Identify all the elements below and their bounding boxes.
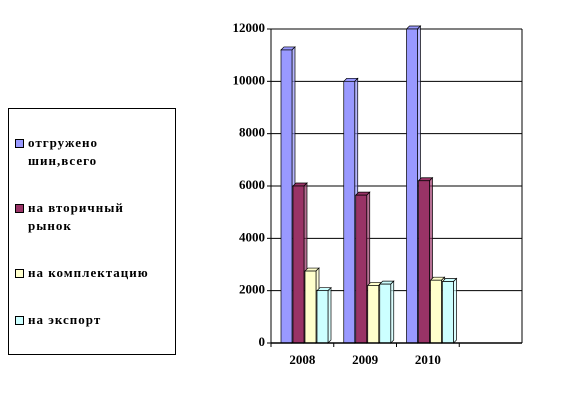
bar: [355, 194, 368, 344]
bar: [430, 279, 442, 344]
legend-label: на вторичный рынок: [28, 199, 124, 233]
legend-label: отгружено шин,всего: [28, 134, 99, 168]
y-tick-label: 4000: [239, 229, 265, 244]
bar-side: [453, 277, 457, 344]
legend-item: отгружено шин,всего: [15, 134, 169, 170]
legend: отгружено шин,всего на вторичный рынок на …: [8, 108, 176, 355]
bar: [304, 270, 317, 344]
x-tick-label: 2010: [415, 352, 441, 367]
legend-label: на экспорт: [28, 312, 102, 328]
bar: [343, 80, 356, 344]
legend-item: на вторичный рынок: [15, 199, 169, 235]
bar: [379, 283, 392, 344]
bar: [442, 281, 454, 344]
y-tick-label: 8000: [239, 125, 265, 140]
y-tick-label: 2000: [239, 282, 265, 297]
y-tick-label: 6000: [239, 177, 265, 192]
y-tick-label: 10000: [233, 72, 266, 87]
legend-swatch: [15, 316, 24, 326]
legend-item: на экспорт: [15, 311, 169, 329]
bar: [367, 285, 380, 344]
legend-swatch: [15, 203, 24, 213]
bar-side: [390, 280, 395, 344]
x-tick-label: 2009: [352, 352, 379, 367]
bar: [418, 180, 430, 344]
legend-label: на комплектацию: [28, 265, 149, 281]
legend-item: на комплектацию: [15, 264, 169, 282]
y-tick-label: 0: [259, 334, 266, 349]
bar-side: [327, 286, 332, 344]
bar: [316, 290, 329, 344]
y-tick-label: 12000: [233, 20, 266, 35]
bar: [406, 28, 418, 344]
bar: [280, 49, 293, 344]
legend-swatch: [15, 138, 24, 148]
bar: [292, 185, 305, 344]
x-tick-label: 2008: [289, 352, 316, 367]
legend-swatch: [15, 269, 24, 279]
